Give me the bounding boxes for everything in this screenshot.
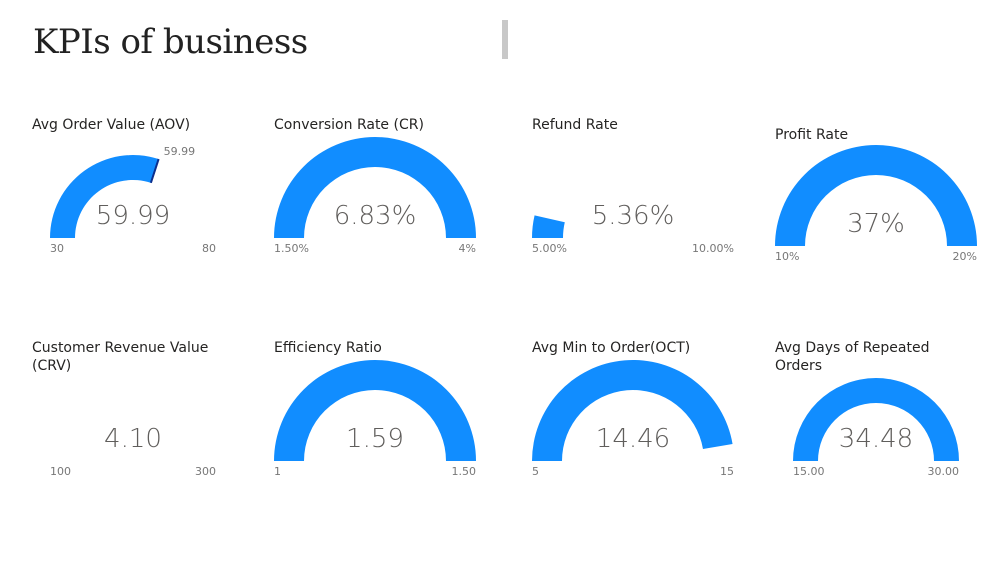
gauge-min-label: 15.00: [793, 465, 825, 478]
gauge-chart: [274, 360, 476, 461]
gauge-max-label: 20%: [952, 250, 977, 263]
gauge-title: Profit Rate: [775, 127, 849, 143]
gauge-chart: [50, 155, 160, 238]
gauge-chart: [793, 378, 959, 461]
gauge-value: 59.99: [95, 201, 171, 231]
gauge-card[interactable]: Conversion Rate (CR) 6.83% 1.50% 4%: [274, 116, 504, 316]
gauge-card[interactable]: Efficiency Ratio 1.59 1 1.50: [274, 339, 504, 539]
gauge-chart: [532, 215, 565, 238]
gauge-card[interactable]: Avg Min to Order(OCT) 14.46 5 15: [532, 339, 762, 539]
gauge-title: Customer Revenue Value (CRV): [32, 340, 209, 374]
divider: [502, 20, 508, 59]
gauge-max-label: 4%: [458, 242, 476, 255]
gauge-title: Avg Days of Repeated Orders: [775, 340, 930, 374]
gauge-title: Efficiency Ratio: [274, 340, 382, 356]
gauge-title: Avg Order Value (AOV): [32, 117, 191, 133]
gauge-value: 5.36%: [591, 201, 675, 231]
gauge-card[interactable]: Customer Revenue Value (CRV) 4.10 100 300: [32, 339, 262, 539]
gauge-value: 1.59: [346, 424, 404, 454]
gauge-card[interactable]: Profit Rate 37% 10% 20%: [775, 126, 1000, 326]
gauge-fill-arc: [50, 155, 159, 238]
gauge-card[interactable]: Avg Days of Repeated Orders 34.48 15.00 30.…: [775, 339, 1000, 539]
gauge-fill-arc: [274, 360, 476, 461]
gauge-value: 37%: [847, 209, 905, 239]
gauge-chart: [274, 137, 476, 238]
gauge-min-label: 30: [50, 242, 64, 255]
gauge-value: 34.48: [838, 424, 914, 454]
gauge-card[interactable]: Avg Order Value (AOV) 59.99 59.99 30 80: [32, 116, 262, 316]
gauge-max-label: 300: [195, 465, 216, 478]
gauge-min-label: 1: [274, 465, 281, 478]
gauge-min-label: 1.50%: [274, 242, 309, 255]
gauge-max-label: 30.00: [927, 465, 960, 478]
gauge-card[interactable]: Refund Rate 5.36% 5.00% 10.00%: [532, 116, 762, 316]
gauge-value: 6.83%: [333, 201, 417, 231]
gauge-fill-arc: [532, 215, 565, 238]
gauge-max-label: 1.50: [451, 465, 477, 478]
gauge-chart: [775, 145, 977, 246]
gauge-fill-arc: [532, 359, 733, 461]
gauge-min-label: 5.00%: [532, 242, 567, 255]
gauge-max-label: 10.00%: [692, 242, 734, 255]
gauge-fill-arc: [775, 145, 977, 246]
gauge-min-label: 100: [50, 465, 71, 478]
gauge-fill-arc: [793, 378, 959, 461]
gauge-title: Avg Min to Order(OCT): [532, 340, 691, 356]
gauge-value: 14.46: [595, 424, 671, 454]
gauge-title: Refund Rate: [532, 117, 618, 133]
gauge-fill-arc: [274, 137, 476, 238]
page-title: KPIs of business: [33, 22, 308, 62]
gauge-min-label: 10%: [775, 250, 800, 263]
gauge-value: 4.10: [104, 424, 162, 454]
gauge-chart: [532, 359, 733, 461]
gauge-min-label: 5: [532, 465, 539, 478]
gauge-max-label: 15: [720, 465, 734, 478]
gauge-max-label: 80: [202, 242, 216, 255]
gauge-title: Conversion Rate (CR): [274, 117, 424, 133]
gauge-target-marker: [149, 158, 160, 184]
gauge-target-label: 59.99: [163, 145, 196, 159]
